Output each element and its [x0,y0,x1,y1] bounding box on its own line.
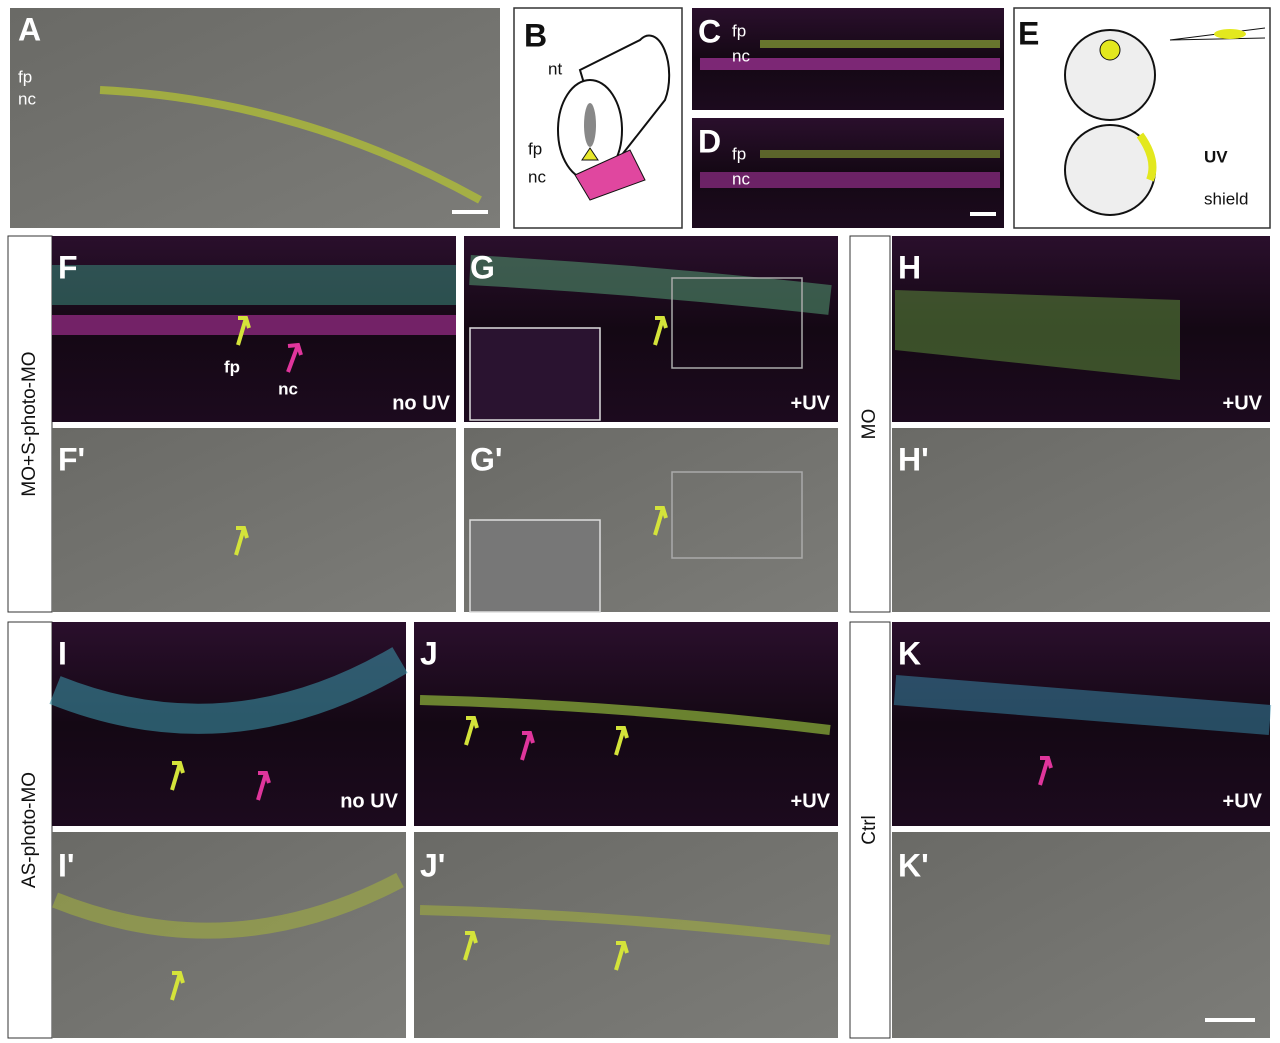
inset [469,519,601,613]
signal [700,172,1000,188]
signal [760,40,1000,48]
panel-label: A [18,11,41,47]
row-label: Ctrl [859,815,880,845]
labels: Afp nc Bnt fp nc C fp nc D fp nc E UV shield Ffp nc no U… [18,11,1263,888]
row-box [849,621,891,1039]
notochord [574,149,646,201]
shield-region [1136,132,1157,182]
annotation: +UV [1223,790,1263,812]
signal [99,86,482,204]
scale-bars [452,210,1255,1022]
arrow [170,971,185,1001]
panel-label: G [470,249,495,285]
annotation: shield [1204,189,1248,208]
annotation: nc [732,46,750,65]
annotation: fp [224,357,240,376]
panel-label: J' [420,847,445,883]
row-label: AS-photo-MO [19,772,40,888]
image-f-prime [52,428,456,612]
panel-label: G' [470,441,503,477]
panel-label: K [898,635,921,671]
panel-label: H [898,249,921,285]
inject [1214,29,1246,39]
row-box [849,235,891,613]
inset-box [671,471,803,559]
panel-label: I [58,635,67,671]
annotation: fp [528,139,542,158]
signal [895,290,1180,380]
inset [469,327,601,421]
arrow [1038,756,1053,786]
arrow [614,726,629,756]
signal [700,58,1000,70]
annotation: +UV [1223,392,1263,414]
arrow [520,731,535,761]
arrow [614,941,629,971]
annotation: no UV [392,392,450,414]
image-a [10,8,500,228]
row-box [7,621,53,1039]
annotation: nc [278,379,298,398]
arrow [236,316,251,346]
arrow [653,506,668,536]
annotation: +UV [791,790,831,812]
annotation: UV [1204,147,1228,166]
annotation: fp [732,21,746,40]
panel-label: B [524,17,547,53]
arrow [170,761,185,791]
panel-label: C [698,13,721,49]
panel-label: E [1018,15,1039,51]
annotation: no UV [340,790,398,812]
cell [1099,39,1121,61]
annotation: nt [548,59,562,78]
signal [49,647,408,734]
arrow [464,716,479,746]
signal [52,315,456,335]
arrow [286,342,303,373]
row-label: MO [859,409,880,440]
annotation: fp [732,144,746,163]
panel-label: J [420,635,438,671]
signal [760,150,1000,158]
annotation: +UV [791,392,831,414]
signal [469,255,832,315]
image-h-prime [892,428,1270,612]
arrow [256,771,271,801]
annotation: fp [18,67,32,86]
panel-label: I' [58,847,75,883]
image-k-prime [892,832,1270,1038]
annotation: nc [732,169,750,188]
panel-images [7,7,1272,1039]
arrow [653,316,668,346]
panel-label: F' [58,441,85,477]
panel-label: K' [898,847,929,883]
panel-label: F [58,249,78,285]
panel-label: D [698,123,721,159]
annotation: nc [18,89,36,108]
signal [52,265,456,305]
signal [893,675,1272,735]
row-box [7,235,53,613]
signal [419,695,831,735]
inset-box [671,277,803,369]
panel-label: H' [898,441,929,477]
embryo [1064,29,1156,121]
arrows [170,316,1053,1001]
arrow [234,526,249,556]
floor-plate [581,147,599,161]
signal [419,905,831,945]
signal [52,872,404,939]
row-label: MO+S-photo-MO [19,351,40,496]
lumen [584,103,596,147]
arrow [463,931,478,961]
annotation: nc [528,167,546,186]
